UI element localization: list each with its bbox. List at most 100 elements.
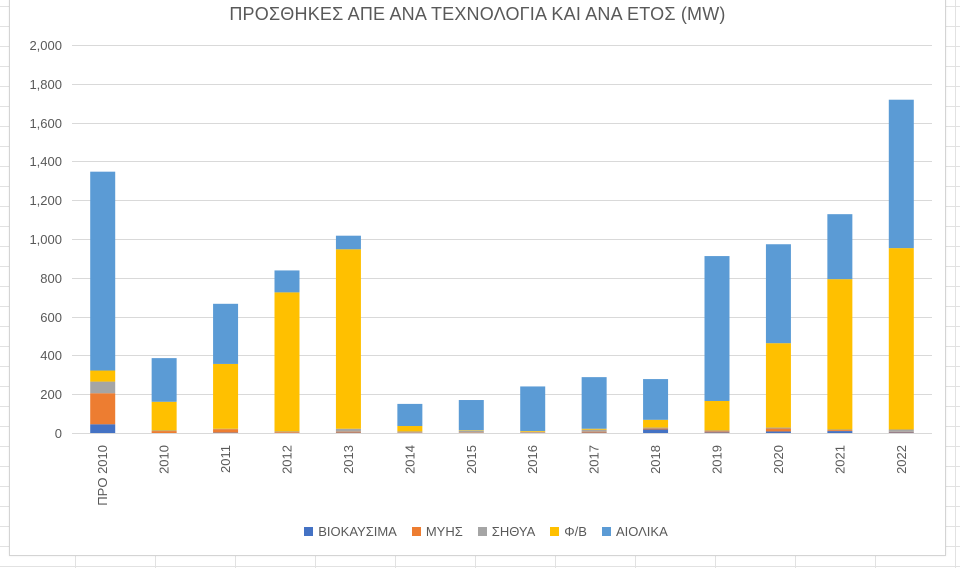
x-tick-label: 2017 xyxy=(587,445,602,474)
bar-segment-5-8 xyxy=(520,386,546,432)
bar-segment-3-9 xyxy=(581,429,607,432)
x-tick-label: 2020 xyxy=(771,445,786,474)
bar-segment-4-10 xyxy=(643,419,669,428)
legend-label: ΜΥΗΣ xyxy=(425,524,463,539)
bar-segment-4-3 xyxy=(213,363,239,429)
y-tick-label: 400 xyxy=(40,348,62,363)
bar-segment-5-5 xyxy=(335,235,361,250)
bar-segment-2-11 xyxy=(704,431,730,433)
x-tick-label: 2011 xyxy=(218,445,233,473)
legend-label: Φ/Β xyxy=(564,524,587,539)
x-tick-label: 2015 xyxy=(464,445,479,474)
bar-segment-3-2 xyxy=(151,430,177,432)
x-tick-label: 2019 xyxy=(710,445,725,474)
bar-segment-5-9 xyxy=(581,377,607,429)
bar-segment-5-2 xyxy=(151,358,177,402)
x-tick-label: ΠΡΟ 2010 xyxy=(95,445,110,506)
bar-segment-5-7 xyxy=(458,400,484,431)
bar-segment-3-13 xyxy=(827,429,853,431)
bar-segment-3-10 xyxy=(643,427,669,429)
bar-series xyxy=(90,99,914,433)
bar-segment-5-6 xyxy=(397,403,423,427)
y-tick-label: 1,200 xyxy=(29,193,62,208)
bar-segment-2-4 xyxy=(274,432,300,433)
x-tick-label: 2012 xyxy=(280,445,295,474)
x-tick-label: 2018 xyxy=(648,445,663,474)
x-tick-label: 2016 xyxy=(525,445,540,474)
bar-segment-4-14 xyxy=(888,248,914,430)
bar-segment-5-12 xyxy=(765,244,791,344)
bar-segment-4-6 xyxy=(397,426,423,432)
x-tick-label: 2021 xyxy=(832,445,847,474)
y-tick-label: 1,400 xyxy=(29,154,62,169)
legend-item[interactable]: Φ/Β xyxy=(550,524,587,539)
bar-segment-3-4 xyxy=(274,431,300,433)
x-tick-label: 2014 xyxy=(402,445,417,474)
bar-segment-4-13 xyxy=(827,279,853,430)
bar-segment-3-8 xyxy=(520,431,546,433)
bar-segment-4-9 xyxy=(581,428,607,430)
bar-segment-4-2 xyxy=(151,401,177,431)
bar-segment-2-2 xyxy=(151,431,177,433)
bar-segment-5-14 xyxy=(888,99,914,249)
bar-segment-4-5 xyxy=(335,249,361,429)
y-tick-label: 1,800 xyxy=(29,77,62,92)
bar-segment-5-4 xyxy=(274,270,300,293)
bar-segment-5-13 xyxy=(827,214,853,280)
bar-segment-4-12 xyxy=(765,343,791,428)
x-tick-label: 2022 xyxy=(894,445,909,474)
bar-segment-2-10 xyxy=(643,428,669,430)
legend-marker xyxy=(601,527,611,536)
legend-marker xyxy=(304,527,314,536)
legend-marker xyxy=(550,527,560,536)
bar-segment-1-12 xyxy=(765,431,791,433)
bar-segment-3-5 xyxy=(335,428,361,432)
y-tick-label: 200 xyxy=(40,387,62,402)
legend-marker xyxy=(411,527,421,536)
y-tick-label: 1,600 xyxy=(29,116,62,131)
chart-title: ΠΡΟΣΘΗΚΕΣ ΑΠΕ ΑΝΑ ΤΕΧΝΟΛΟΓΙΑ ΚΑΙ ΑΝΑ ΕΤΟ… xyxy=(229,4,726,24)
bar-segment-1-13 xyxy=(827,431,853,433)
bar-segment-1-11 xyxy=(704,432,730,433)
bar-segment-4-4 xyxy=(274,292,300,432)
bar-segment-3-7 xyxy=(458,430,484,433)
bar-segment-3-12 xyxy=(765,427,791,429)
bar-segment-3-6 xyxy=(397,431,423,433)
gridlines xyxy=(72,45,932,434)
bar-segment-1-1 xyxy=(90,424,116,433)
bar-segment-2-13 xyxy=(827,430,853,432)
bar-segment-1-10 xyxy=(643,429,669,433)
bar-segment-3-1 xyxy=(90,381,116,394)
bar-segment-2-12 xyxy=(765,428,791,432)
y-tick-label: 800 xyxy=(40,271,62,286)
legend-label: ΣΗΘΥΑ xyxy=(491,524,536,539)
legend-label: ΒΙΟΚΑΥΣΙΜΑ xyxy=(318,524,397,539)
legend-item[interactable]: ΜΥΗΣ xyxy=(411,524,463,539)
bar-segment-4-8 xyxy=(520,431,546,432)
bar-segment-2-1 xyxy=(90,393,116,425)
bar-segment-1-14 xyxy=(888,432,914,433)
x-axis-tick-labels: ΠΡΟ 2010 2010 2011 2012 2013 2014 2015 2016 2017… xyxy=(95,445,909,506)
y-tick-label: 1,000 xyxy=(29,232,62,247)
bar-segment-2-14 xyxy=(888,431,914,433)
bar-segment-4-1 xyxy=(90,370,116,382)
bar-segment-2-3 xyxy=(213,429,239,433)
bar-segment-5-3 xyxy=(213,303,239,364)
bar-segment-3-11 xyxy=(704,430,730,432)
legend-item[interactable]: ΑΙΟΛΙΚΑ xyxy=(601,524,668,539)
bar-segment-5-10 xyxy=(643,379,669,420)
legend-marker xyxy=(477,527,487,536)
chart-area[interactable]: 0 200 400 600 800 1,000 1,200 1,400 1,600 1,800 2,… xyxy=(9,0,946,556)
bar-segment-4-11 xyxy=(704,400,730,431)
y-tick-label: 600 xyxy=(40,310,62,325)
y-tick-label: 2,000 xyxy=(29,38,62,53)
bar-segment-2-9 xyxy=(581,431,607,433)
legend-item[interactable]: ΒΙΟΚΑΥΣΙΜΑ xyxy=(304,524,397,539)
bar-segment-5-1 xyxy=(90,171,116,371)
legend-item[interactable]: ΣΗΘΥΑ xyxy=(477,524,536,539)
bar-segment-4-7 xyxy=(458,430,484,431)
stacked-bar-chart: 0 200 400 600 800 1,000 1,200 1,400 1,600 1,800 2,… xyxy=(29,38,932,506)
x-tick-label: 2013 xyxy=(341,445,356,474)
x-tick-label: 2010 xyxy=(157,445,172,474)
y-axis-tick-labels: 0 200 400 600 800 1,000 1,200 1,400 1,600 1,800 2,… xyxy=(29,38,62,441)
